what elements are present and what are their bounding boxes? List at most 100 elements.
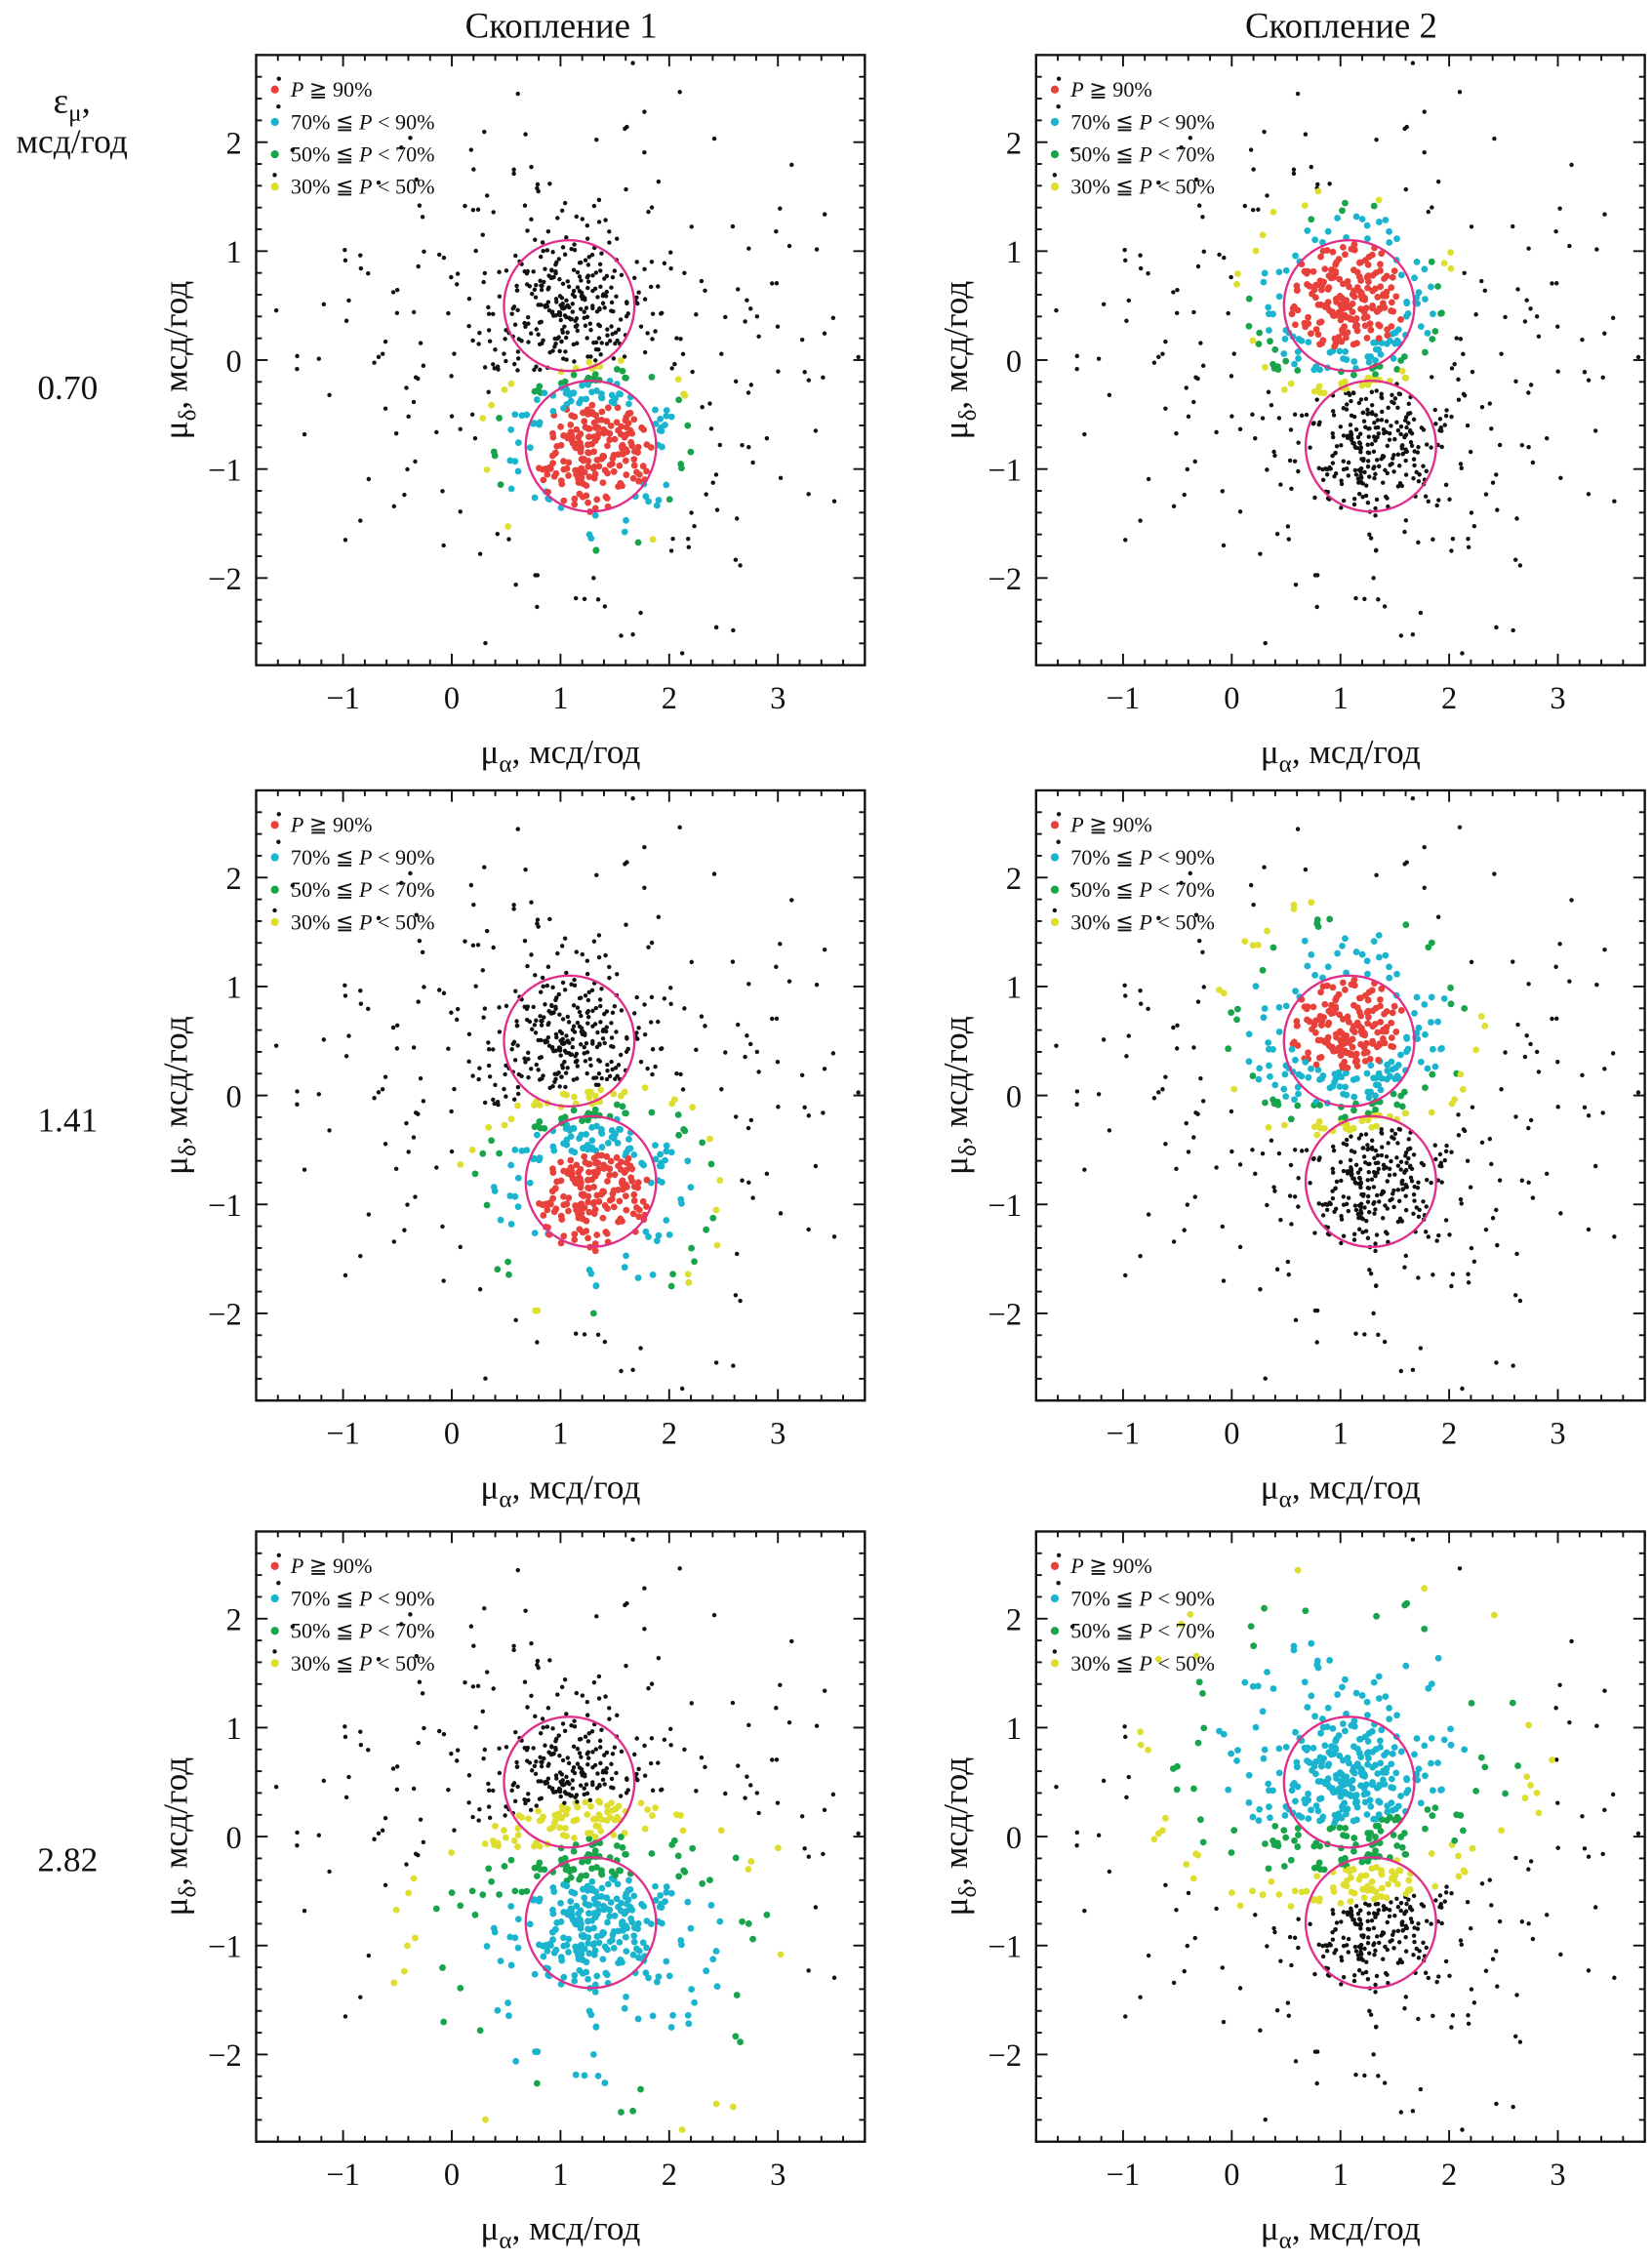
data-point: [655, 1231, 663, 1239]
data-point: [612, 394, 619, 402]
data-point: [619, 367, 626, 375]
data-point: [621, 1264, 628, 1271]
data-point: [484, 1670, 490, 1675]
legend-marker: [270, 1627, 279, 1635]
data-point: [663, 1142, 670, 1150]
data-point: [1403, 1150, 1409, 1155]
data-point: [590, 433, 598, 441]
data-point: [1413, 993, 1421, 1001]
data-point: [1363, 957, 1371, 965]
data-point: [678, 1071, 683, 1077]
data-point: [480, 968, 485, 973]
data-point: [554, 260, 559, 265]
data-point: [1386, 1239, 1390, 1244]
data-point: [774, 1016, 780, 1022]
data-point: [626, 426, 634, 434]
data-point: [607, 1157, 615, 1165]
data-point: [1386, 1141, 1390, 1146]
data-point: [1365, 464, 1371, 469]
data-point: [623, 471, 630, 478]
data-point: [1382, 1166, 1387, 1171]
data-point: [1356, 446, 1361, 451]
data-point: [1553, 228, 1558, 234]
data-point: [1442, 1157, 1447, 1163]
data-point: [497, 481, 504, 488]
data-point: [591, 1988, 599, 1996]
data-point: [1351, 502, 1357, 507]
data-point: [501, 386, 508, 393]
x-tick-label: −1: [326, 2158, 360, 2193]
data-point: [682, 1006, 687, 1011]
data-point: [642, 266, 647, 272]
y-axis-label-part: , мсд/год: [156, 1016, 195, 1145]
data-point: [1363, 396, 1369, 402]
data-point: [1511, 959, 1515, 964]
data-point: [1458, 462, 1464, 466]
y-axis-label-part: , мсд/год: [156, 1757, 195, 1886]
data-point: [1200, 1099, 1206, 1104]
data-point: [1367, 326, 1375, 334]
data-point: [589, 1815, 597, 1823]
data-point: [1229, 374, 1234, 379]
data-point: [1303, 269, 1310, 277]
data-point: [633, 468, 640, 476]
data-point: [619, 1843, 626, 1851]
data-point: [570, 309, 576, 314]
x-axis-label-part: μ: [1261, 732, 1279, 771]
data-point: [608, 1799, 616, 1806]
data-point: [490, 1924, 498, 1932]
data-point: [1323, 1201, 1328, 1207]
legend-label-part: ≧ 90%: [303, 813, 372, 837]
data-point: [560, 458, 567, 465]
data-point: [542, 1015, 546, 1020]
data-point: [571, 501, 579, 508]
data-point: [1424, 1065, 1431, 1072]
data-point: [531, 494, 539, 502]
data-point: [569, 1723, 574, 1728]
data-point: [1544, 436, 1550, 441]
data-point: [550, 1726, 555, 1731]
data-point: [1522, 1054, 1528, 1060]
data-point: [295, 1102, 300, 1107]
data-point: [466, 1059, 471, 1065]
data-point: [1381, 1216, 1386, 1221]
legend-label-part: 30% ≦: [291, 1651, 359, 1675]
y-tick-label: −2: [208, 1298, 242, 1333]
data-point: [672, 361, 677, 367]
data-point: [1437, 417, 1443, 422]
data-point: [563, 1070, 569, 1075]
data-point: [1360, 1146, 1365, 1150]
data-point: [588, 401, 596, 409]
data-point: [588, 440, 596, 448]
data-point: [405, 466, 410, 472]
data-point: [1429, 1921, 1433, 1926]
data-point: [617, 1867, 625, 1875]
data-point: [622, 457, 629, 464]
data-point: [1450, 536, 1456, 542]
data-point: [539, 1055, 544, 1060]
data-point: [1339, 207, 1346, 215]
data-point: [1436, 498, 1441, 503]
data-point: [1372, 1155, 1377, 1160]
data-point: [1335, 1044, 1343, 1051]
data-point: [416, 1740, 421, 1746]
data-point: [625, 400, 632, 408]
data-point: [578, 1042, 584, 1047]
data-point: [532, 1023, 538, 1028]
legend-label: 70% ≦ P < 90%: [291, 1586, 435, 1610]
data-point: [1191, 1045, 1196, 1050]
data-point: [383, 1074, 388, 1079]
data-point: [1392, 293, 1400, 301]
data-point: [670, 536, 675, 542]
data-point: [583, 1968, 590, 1976]
data-point: [712, 1206, 720, 1214]
data-point: [585, 1950, 593, 1957]
data-point: [789, 162, 794, 168]
data-point: [476, 2027, 484, 2035]
data-point: [1387, 1166, 1392, 1172]
data-point: [514, 1764, 520, 1769]
data-point: [1386, 974, 1393, 982]
data-point: [615, 338, 620, 343]
data-point: [1305, 1073, 1312, 1081]
data-point: [497, 1005, 502, 1010]
